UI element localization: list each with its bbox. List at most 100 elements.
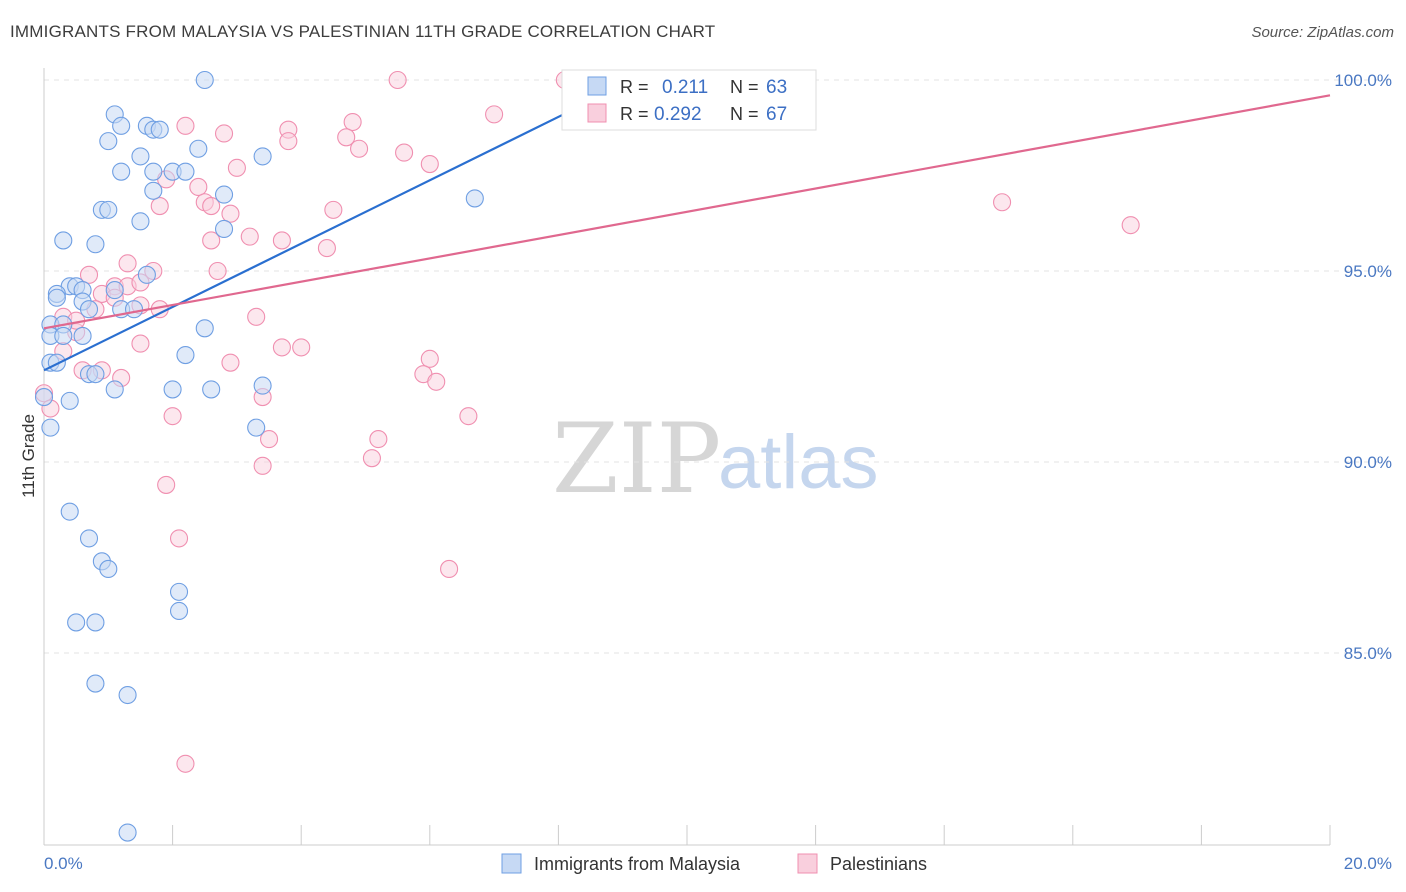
watermark: ZIP atlas (552, 403, 879, 515)
palestinian-point (343, 112, 362, 132)
palestinian-point (279, 132, 298, 151)
palestinian-point (176, 116, 195, 135)
malaysia-point (118, 685, 137, 705)
y-axis-tick-labels: 85.0% 90.0% 95.0% 100.0% (1334, 71, 1392, 663)
palestinian-point (420, 154, 439, 174)
malaysia-point (214, 219, 234, 239)
y-tick-label: 95.0% (1344, 262, 1392, 281)
malaysia-point (189, 139, 208, 158)
malaysia-point (86, 613, 105, 632)
malaysia-point (54, 231, 73, 250)
stats-swatch-palestinians (587, 103, 607, 123)
malaysia-point (144, 181, 163, 200)
malaysia-point (105, 281, 124, 300)
legend-swatch-malaysia (501, 853, 522, 874)
gridlines (44, 79, 1390, 654)
malaysia-point (118, 823, 137, 842)
malaysia-point (202, 380, 221, 399)
palestinian-point (459, 407, 478, 426)
palestinian-point (362, 449, 381, 468)
legend-swatch-palestinians (797, 853, 818, 874)
palestinian-point (259, 430, 279, 449)
stats-n-value-palestinians: 67 (766, 104, 787, 125)
malaysia-point (465, 189, 484, 208)
palestinian-point (369, 430, 388, 449)
x-tick-label-min: 0.0% (44, 854, 83, 873)
malaysia-point (214, 185, 234, 204)
malaysia-point (105, 380, 124, 399)
malaysia-point (79, 300, 99, 319)
trend-line-palestinians (43, 94, 1331, 330)
palestinian-point (247, 307, 266, 326)
palestinian-point (272, 338, 291, 357)
malaysia-point (144, 162, 163, 181)
palestinian-point (150, 197, 169, 216)
malaysia-point (99, 132, 118, 151)
malaysia-point (253, 147, 272, 166)
malaysia-point (47, 288, 66, 307)
y-tick-label: 100.0% (1334, 71, 1392, 90)
malaysia-point (169, 582, 189, 601)
palestinian-point (131, 334, 150, 353)
malaysia-point (150, 120, 169, 139)
stats-r-label-malaysia: R = (620, 77, 649, 97)
palestinian-point (324, 200, 343, 219)
stats-legend: R = 0.211 N = 63 R = 0.292 N = 67 (561, 69, 817, 131)
palestinian-point (350, 139, 369, 158)
legend-label-malaysia: Immigrants from Malaysia (534, 854, 741, 874)
stats-r-label-palestinians: R = (620, 104, 649, 124)
malaysia-point (137, 265, 156, 284)
palestinian-point (118, 254, 137, 273)
malaysia-point (99, 200, 118, 219)
y-tick-label: 85.0% (1344, 644, 1392, 663)
malaysia-point (176, 162, 195, 181)
malaysia-point (47, 353, 66, 372)
malaysia-point (176, 345, 195, 365)
malaysia-point (34, 388, 54, 407)
malaysia-point (169, 601, 189, 621)
malaysia-point (247, 418, 266, 437)
x-axis-ticks (43, 825, 1331, 845)
palestinian-point (993, 193, 1012, 212)
chart-title: IMMIGRANTS FROM MALAYSIA VS PALESTINIAN … (10, 22, 716, 41)
stats-swatch-malaysia (587, 76, 607, 96)
malaysia-point (79, 529, 99, 548)
palestinian-point (388, 70, 407, 90)
trend-line-malaysia (43, 109, 572, 372)
palestinian-point (337, 128, 356, 147)
malaysia-point (99, 559, 118, 579)
palestinian-point (169, 529, 189, 548)
malaysia-point (86, 674, 105, 693)
y-tick-label: 90.0% (1344, 453, 1392, 472)
y-axis-label: 11th Grade (19, 414, 38, 498)
palestinian-point (427, 372, 446, 391)
palestinian-point (79, 265, 99, 284)
malaysia-point (60, 391, 79, 410)
malaysia-point (60, 502, 79, 521)
stats-n-label-palestinians: N = (730, 104, 759, 124)
x-tick-label-max: 20.0% (1344, 854, 1392, 873)
chart-source: Source: ZipAtlas.com (1251, 24, 1394, 41)
malaysia-point (253, 376, 272, 395)
malaysia-point (195, 70, 214, 90)
watermark-zip: ZIP (552, 403, 721, 515)
palestinian-point (202, 231, 221, 250)
series-malaysia-points (34, 70, 484, 842)
palestinian-point (221, 204, 240, 223)
palestinian-point (208, 261, 227, 281)
palestinian-point (189, 177, 208, 197)
palestinian-point (163, 407, 182, 426)
malaysia-point (131, 147, 150, 166)
malaysia-point (195, 319, 214, 338)
palestinian-point (227, 158, 246, 177)
palestinian-point (1121, 216, 1140, 235)
malaysia-point (124, 300, 144, 319)
palestinian-point (157, 475, 176, 494)
legend-label-palestinians: Palestinians (830, 854, 927, 874)
stats-n-value-malaysia: 63 (766, 77, 787, 98)
palestinian-point (240, 227, 259, 246)
palestinian-point (221, 353, 240, 372)
malaysia-point (112, 162, 131, 181)
palestinian-point (292, 338, 311, 357)
